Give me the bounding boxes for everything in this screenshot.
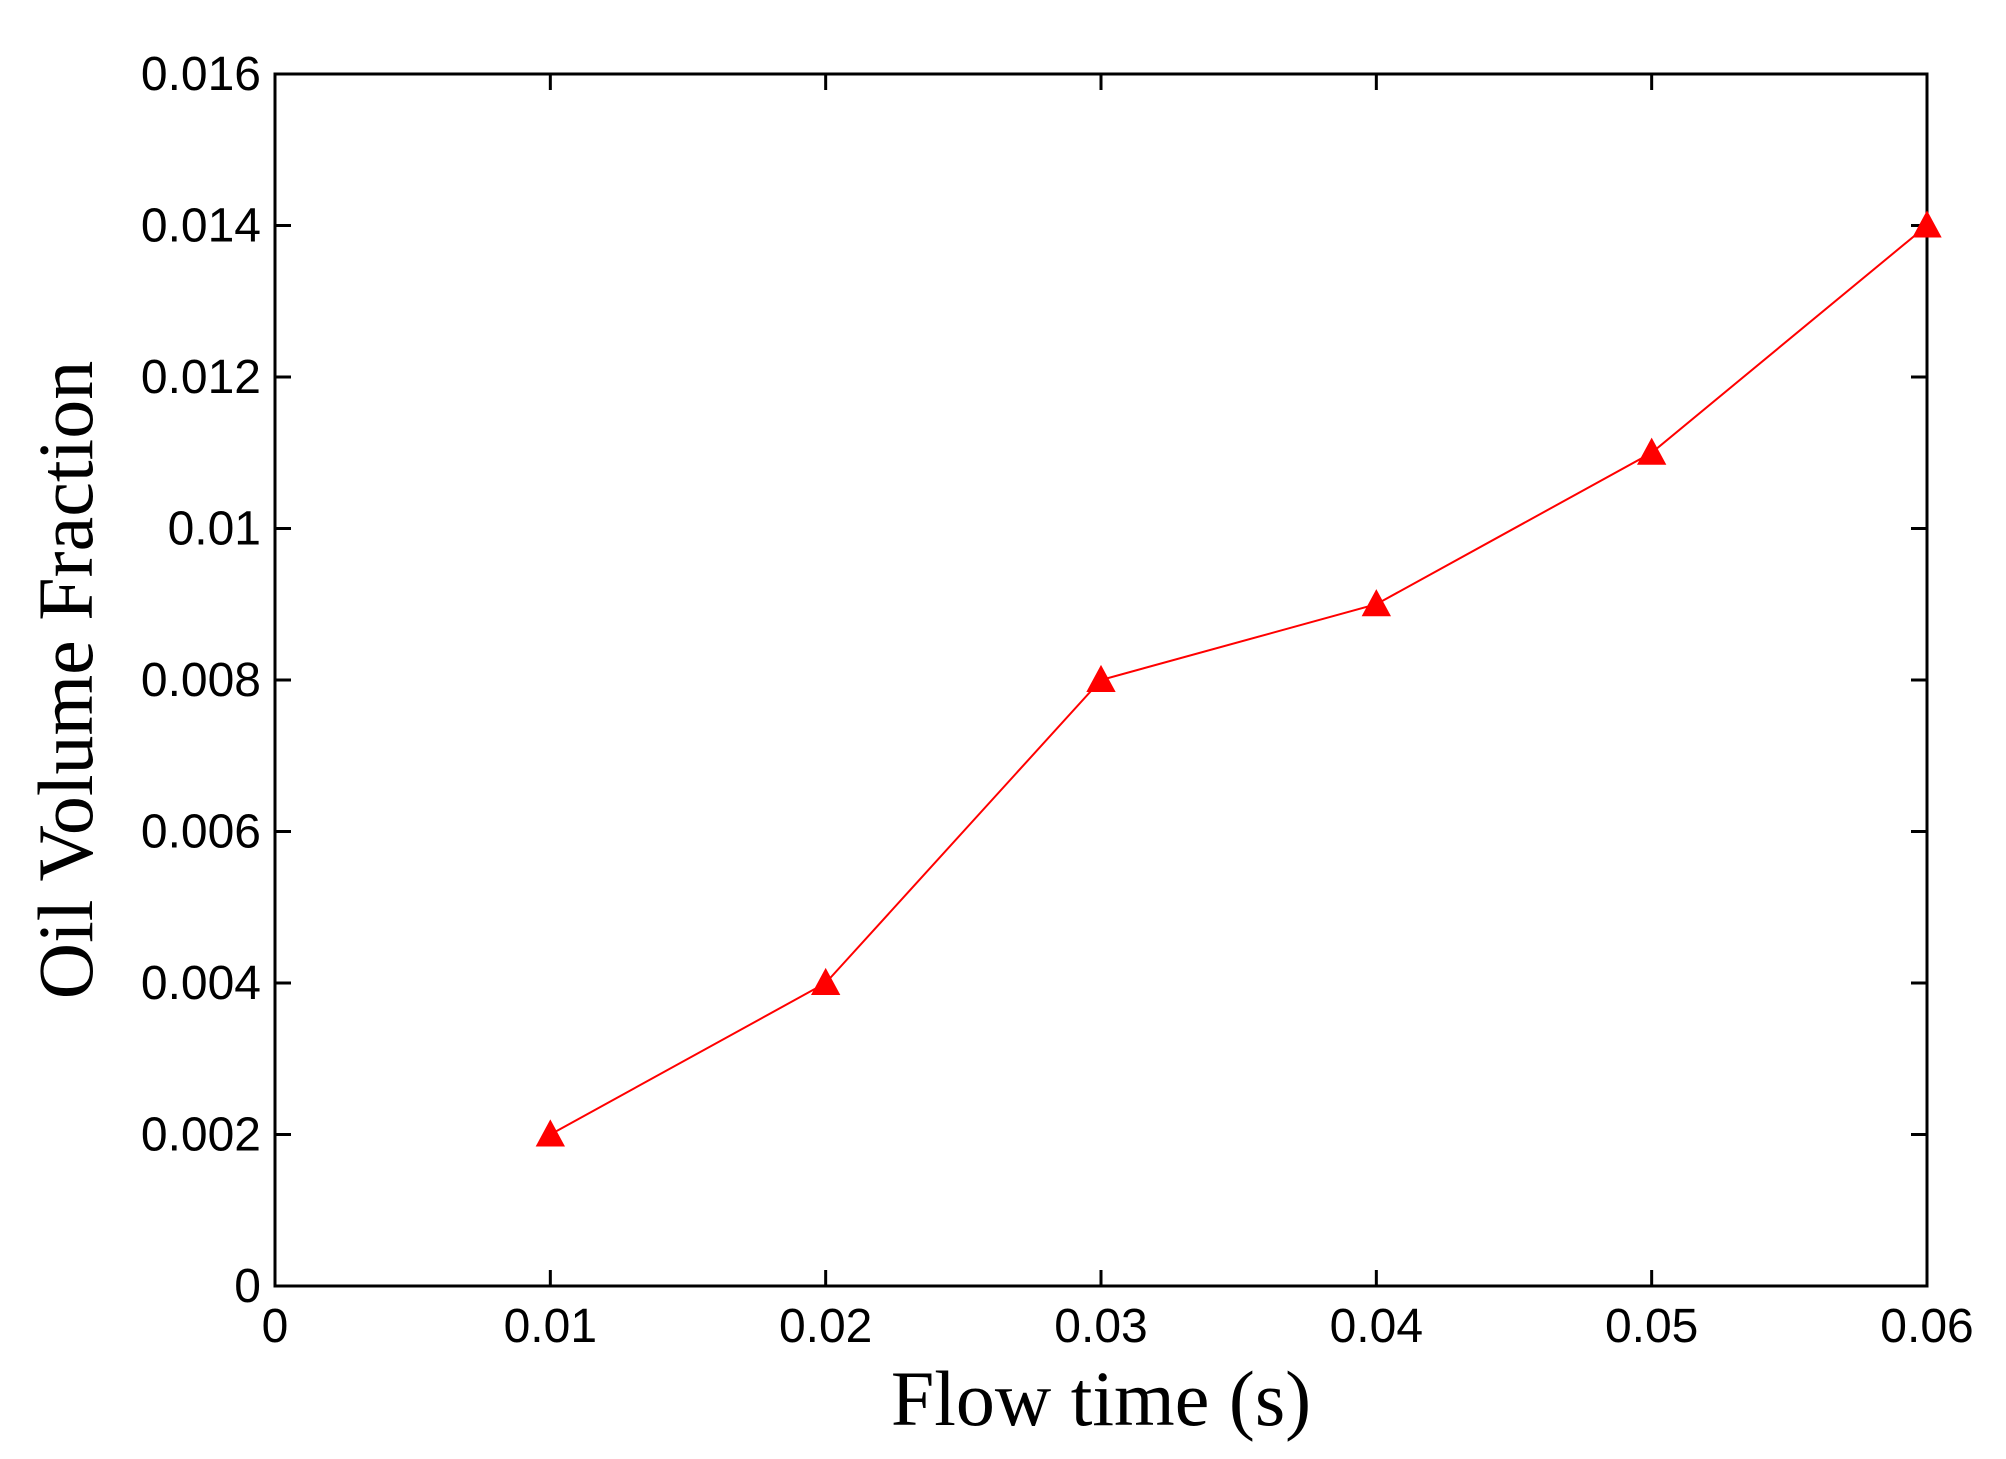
y-axis-ticks: 0 0.002 0.004 0.006 0.008 0.01 0.012 0.014 0.016 [141, 48, 1927, 1313]
data-point-triangle [1361, 589, 1392, 617]
y-tick-label: 0.004 [141, 957, 261, 1010]
x-tick-label: 0.03 [1054, 1300, 1147, 1353]
y-tick-label: 0.008 [141, 654, 261, 707]
x-tick-label: 0.01 [504, 1300, 597, 1353]
y-tick-label: 0 [234, 1260, 261, 1313]
y-tick-label: 0.01 [168, 503, 261, 556]
x-axis-title: Flow time (s) [891, 1355, 1311, 1442]
series-layer [535, 210, 1942, 1147]
data-point-triangle [1912, 210, 1942, 238]
y-tick-label: 0.002 [141, 1109, 261, 1162]
x-axis-ticks: 0 0.01 0.02 0.03 0.04 0.05 0.06 [262, 74, 1974, 1353]
y-tick-label: 0.016 [141, 48, 261, 101]
x-tick-label: 0 [262, 1300, 289, 1353]
y-tick-label: 0.012 [141, 351, 261, 404]
y-axis-title: Oil Volume Fraction [22, 361, 109, 999]
x-tick-label: 0.04 [1330, 1300, 1423, 1353]
series-line [549, 224, 1928, 1136]
y-tick-label: 0.014 [141, 200, 261, 253]
x-tick-label: 0.06 [1880, 1300, 1973, 1353]
x-tick-label: 0.02 [779, 1300, 872, 1353]
x-tick-label: 0.05 [1605, 1300, 1698, 1353]
data-point-triangle [535, 1119, 566, 1147]
y-tick-label: 0.006 [141, 806, 261, 859]
data-point-triangle [1636, 437, 1667, 465]
data-point-triangle [1086, 664, 1116, 693]
data-point-triangle [810, 967, 841, 996]
